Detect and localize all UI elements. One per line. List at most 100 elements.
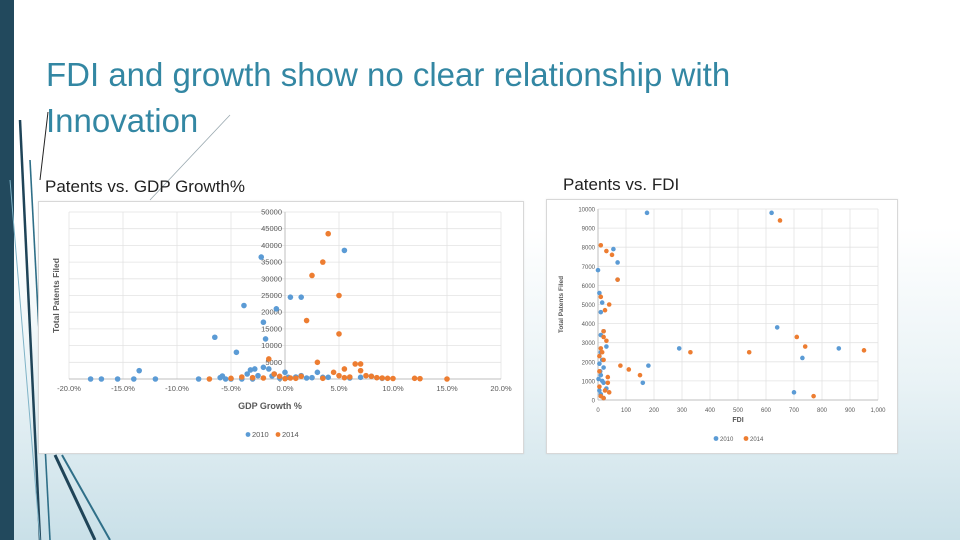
x-tick-label: 0 <box>596 408 600 414</box>
data-point-2014 <box>390 375 396 382</box>
data-point-2014 <box>597 369 602 374</box>
legend-marker-2010 <box>245 432 251 437</box>
data-point-2010 <box>640 380 646 386</box>
data-point-2014 <box>605 374 611 380</box>
data-point-2014 <box>384 375 391 382</box>
legend-label-2014: 2014 <box>750 437 764 443</box>
x-tick-label: 15.0% <box>436 384 458 393</box>
data-point-2014 <box>444 376 450 382</box>
data-point-2010 <box>769 210 774 216</box>
legend-marker-2014 <box>275 432 281 437</box>
data-point-2014 <box>601 328 606 334</box>
data-point-2014 <box>320 259 326 265</box>
data-point-2010 <box>646 363 651 368</box>
x-tick-label: 20.0% <box>490 384 512 393</box>
x-tick-label: 5.0% <box>330 384 347 393</box>
data-point-2010 <box>597 361 602 367</box>
data-point-2010 <box>611 246 616 252</box>
data-point-2010 <box>287 294 294 300</box>
data-point-2014 <box>604 338 609 344</box>
data-point-2014 <box>379 375 386 381</box>
y-tick-label: 0 <box>592 399 596 405</box>
data-point-2014 <box>325 230 332 237</box>
x-tick-label: 500 <box>733 408 744 414</box>
data-point-2014 <box>374 374 380 381</box>
fdi-scatter-chart: 0 100 200 300 400 500 600 700 800 900 1,000 0 1000 20… <box>558 208 886 444</box>
data-point-2010 <box>597 388 602 393</box>
x-axis-title: FDI <box>732 417 743 424</box>
fdi-chart-panel: 0 100 200 300 400 500 600 700 800 900 1,000 0 1000 20… <box>546 199 898 454</box>
data-point-2014 <box>298 373 305 380</box>
data-point-2014 <box>287 375 294 381</box>
y-tick-label: 45000 <box>261 224 282 233</box>
x-tick-label: -20.0% <box>57 384 81 393</box>
data-point-2010 <box>260 319 267 326</box>
x-tick-label: -15.0% <box>111 384 135 393</box>
data-point-2010 <box>273 306 280 312</box>
legend-marker-2014 <box>743 436 749 441</box>
data-point-2010 <box>131 376 137 382</box>
data-point-2010 <box>774 325 780 330</box>
data-point-2014 <box>363 372 369 379</box>
data-point-2010 <box>136 367 142 374</box>
legend-label-2010: 2010 <box>720 437 734 443</box>
y-tick-label: 5000 <box>582 303 596 309</box>
data-point-2014 <box>606 302 612 307</box>
data-point-2010 <box>325 374 332 381</box>
data-point-2014 <box>606 390 612 395</box>
y-tick-label: 20000 <box>261 308 282 317</box>
data-point-2014 <box>293 375 299 382</box>
data-point-2014 <box>314 359 321 366</box>
data-point-2014 <box>597 353 602 359</box>
data-point-2014 <box>604 248 609 254</box>
data-point-2014 <box>320 375 326 382</box>
data-point-2010 <box>255 372 261 379</box>
y-tick-label: 2000 <box>582 360 596 366</box>
x-tick-label: -10.0% <box>165 384 189 393</box>
data-point-2010 <box>260 364 267 371</box>
data-point-2010 <box>303 375 310 381</box>
data-point-2010 <box>615 260 620 265</box>
data-point-2014 <box>598 346 604 351</box>
data-point-2014 <box>637 372 643 378</box>
legend-marker-2010 <box>713 436 719 441</box>
chart-label-gdp: Patents vs. GDP Growth% <box>45 177 245 196</box>
x-tick-label: 300 <box>677 408 688 414</box>
data-point-2014 <box>271 371 277 377</box>
data-point-2014 <box>861 348 867 353</box>
data-point-2014 <box>598 242 604 248</box>
data-point-2010 <box>595 267 601 273</box>
data-point-2010 <box>341 247 348 254</box>
legend-label-2014: 2014 <box>282 430 299 439</box>
data-point-2010 <box>114 376 121 382</box>
x-tick-label: 400 <box>705 408 716 414</box>
y-tick-label: 10000 <box>578 208 595 214</box>
x-tick-label: -5.0% <box>221 384 241 393</box>
y-tick-label: 35000 <box>261 258 282 267</box>
data-point-2010 <box>596 376 601 382</box>
data-point-2014 <box>688 349 693 355</box>
data-point-2014 <box>282 375 288 382</box>
data-point-2014 <box>368 373 375 380</box>
data-point-2014 <box>336 292 342 299</box>
data-point-2010 <box>241 302 247 309</box>
data-point-2014 <box>802 344 808 349</box>
x-tick-label: 1,000 <box>870 408 886 414</box>
data-point-2014 <box>811 393 816 399</box>
data-point-2014 <box>605 380 611 386</box>
data-point-2014 <box>602 307 608 313</box>
data-point-2010 <box>676 346 682 351</box>
y-tick-label: 7000 <box>582 265 596 271</box>
y-axis-title: Total Patents Filed <box>558 276 565 333</box>
data-point-2014 <box>357 361 364 367</box>
data-point-2010 <box>212 334 218 341</box>
data-point-2010 <box>601 380 606 386</box>
data-point-2014 <box>303 317 310 324</box>
data-point-2014 <box>618 363 623 368</box>
data-point-2010 <box>195 376 202 382</box>
data-point-2010 <box>309 374 315 381</box>
data-point-2014 <box>602 388 608 393</box>
y-tick-label: 1000 <box>582 379 596 385</box>
y-tick-label: 8000 <box>582 246 596 252</box>
data-point-2014 <box>239 374 245 380</box>
